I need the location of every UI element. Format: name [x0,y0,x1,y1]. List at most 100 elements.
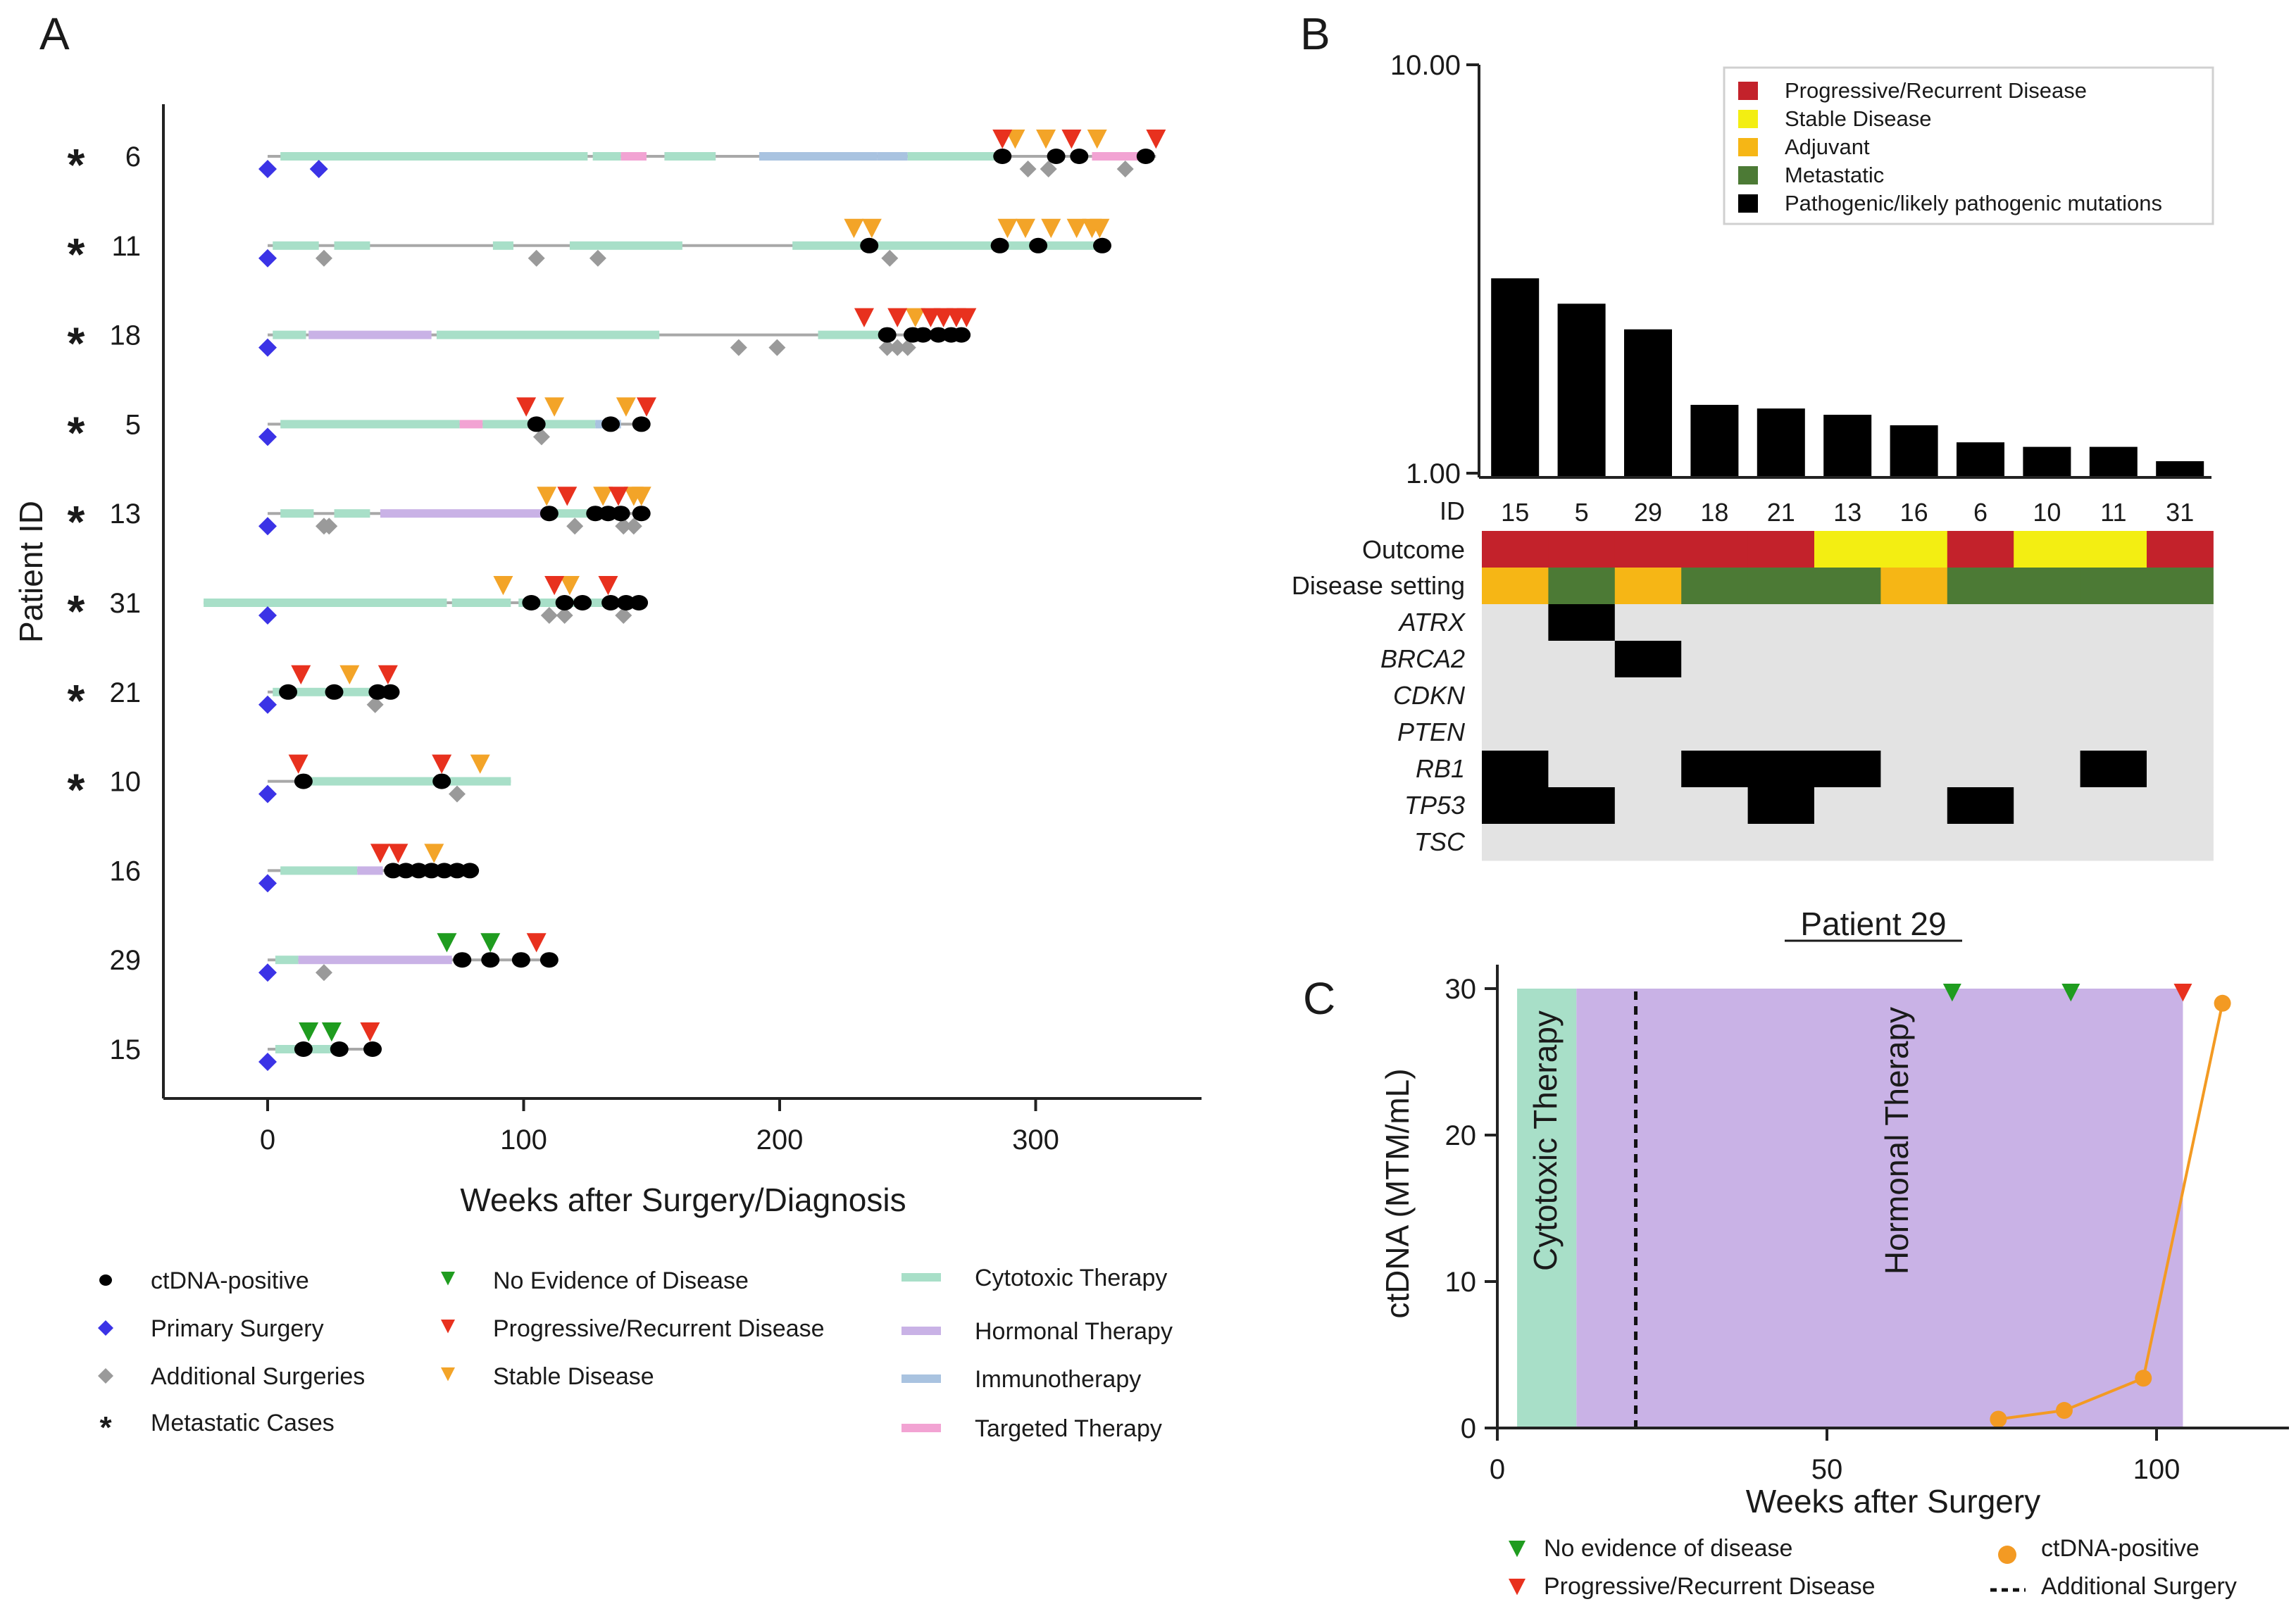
empty-cell [1681,714,1749,751]
gene-label: TSC [1414,827,1466,856]
empty-cell [1681,677,1749,715]
ctdna-positive-marker [279,684,298,700]
id-tick-label: 21 [1767,498,1795,527]
legend-progressive-icon [1509,1579,1526,1596]
no-evidence-marker [1942,984,1961,1002]
ctdna-positive-marker [447,863,466,879]
empty-cell [1814,787,1881,825]
legend-ned-icon [441,1272,455,1286]
stable-disease-marker [1090,218,1110,239]
ctdna-positive-marker [990,237,1009,253]
setting-cell [1814,568,1881,604]
metastatic-marker: * [68,675,85,726]
y-tick-label: 0 [1461,1413,1476,1444]
empty-cell [2147,824,2214,861]
empty-cell [2080,714,2147,751]
patient-row: 21 * [68,665,400,726]
bar [1557,303,1606,476]
cytotoxic-region [1517,989,1577,1428]
ctdna-positive-marker [632,506,651,522]
cytotoxic-therapy-bar [569,241,682,250]
empty-cell [1681,604,1749,641]
empty-cell [1614,751,1682,788]
outcome-cell [1614,531,1682,568]
x-tick-label: 0 [1490,1454,1505,1485]
primary-surgery-marker [258,606,277,625]
targeted-therapy-bar [459,420,483,429]
patient-id-label: 11 [111,231,141,262]
panel-b-letter: B [1300,8,1330,59]
y-tick-label: 20 [1445,1120,1477,1151]
patient-row: 29 [110,933,559,982]
ctdna-positive-marker [368,684,387,700]
ctdna-positive-marker [432,773,451,789]
ctdna-positive-marker [601,595,620,610]
empty-cell [2080,787,2147,825]
outcome-cell [1482,531,1549,568]
cytotoxic-therapy-bar [664,152,716,161]
stable-disease-marker [1041,218,1061,239]
empty-cell [1614,787,1682,825]
progressive-disease-marker [921,308,941,327]
progressive-disease-marker [378,665,398,685]
metastatic-marker: * [68,586,85,637]
panel-a-y-title: Patient ID [13,501,49,643]
progressive-disease-marker [288,754,308,774]
patient-id-label: 16 [110,856,142,887]
ctdna-positive-marker [453,952,472,968]
patient-id-label: 31 [110,588,142,619]
patient-row: 15 [110,1022,382,1071]
panel-b-outcome-label: Outcome [1362,535,1465,564]
legend-label: Progressive/Recurrent Disease [493,1315,825,1342]
progressive-disease-marker [370,844,390,863]
additional-surgery-marker [448,785,466,803]
legend-label: Hormonal Therapy [975,1318,1173,1345]
ctdna-positive-marker [586,506,605,522]
additional-surgery-marker [1040,161,1057,177]
progressive-disease-marker [887,308,908,327]
mutation-cell [1548,604,1616,641]
empty-cell [1681,641,1749,678]
no-evidence-marker [299,1022,319,1042]
no-evidence-marker [480,933,501,953]
x-tick-label: 300 [1012,1125,1059,1155]
legend-label: Additional Surgery [2041,1573,2237,1600]
panel-b-heatmap: ATRX BRCA2 CDKN PTEN RB1 TP53 TSC [1380,531,2214,861]
primary-surgery-marker [258,338,277,357]
empty-cell [1747,714,1815,751]
empty-cell [2014,677,2081,715]
stable-disease-marker [593,487,613,506]
empty-cell [1482,677,1549,715]
cytotoxic-therapy-bar [451,599,511,607]
empty-cell [1482,604,1549,641]
empty-cell [1880,677,1948,715]
no-evidence-marker [321,1022,342,1042]
additional-surgery-marker [540,607,558,624]
legend-label: Progressive/Recurrent Disease [1544,1573,1876,1600]
legend-swatch [1738,138,1758,156]
patient-id-label: 21 [110,677,142,708]
panel-b-legend: Progressive/Recurrent Disease Stable Dise… [1723,66,2214,225]
empty-cell [1880,641,1948,678]
patient-row: 10 * [68,754,511,815]
empty-cell [1880,751,1948,788]
empty-cell [1614,604,1682,641]
additional-surgery-marker [768,339,786,356]
ctdna-positive-marker [1136,149,1155,164]
mutation-cell [1947,787,2014,825]
empty-cell [2147,714,2214,751]
stable-disease-marker [424,844,444,863]
legend-swatch [1738,82,1758,100]
metastatic-marker: * [68,407,85,458]
empty-cell [2014,751,2081,788]
setting-cell [2080,568,2147,604]
empty-cell [1482,641,1549,678]
outcome-cell [2147,531,2214,568]
empty-cell [1880,787,1948,825]
empty-cell [1681,824,1749,861]
ctdna-positive-marker [1047,149,1066,164]
empty-cell [2080,641,2147,678]
gene-label: PTEN [1397,718,1466,746]
setting-cell [1614,568,1682,604]
empty-cell [1814,714,1881,751]
